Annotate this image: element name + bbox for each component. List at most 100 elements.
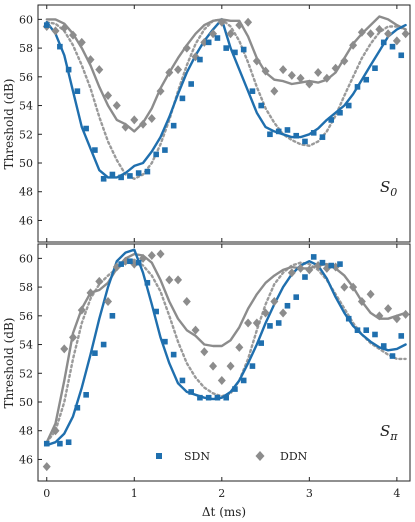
ddn-point bbox=[384, 29, 393, 39]
ddn-point bbox=[139, 119, 148, 129]
y-tick-label: 52 bbox=[19, 128, 33, 141]
sdn-point bbox=[43, 22, 50, 28]
ddn-point bbox=[104, 90, 113, 100]
ddn-point bbox=[270, 86, 279, 96]
sdn-fit-line bbox=[45, 248, 407, 447]
y-tick-label: 52 bbox=[19, 367, 33, 380]
y-tick-label: 60 bbox=[19, 252, 33, 265]
ddn-point bbox=[305, 265, 314, 275]
ddn-point bbox=[340, 56, 349, 66]
ddn-point bbox=[112, 101, 121, 111]
legend-ddn-marker bbox=[255, 451, 265, 461]
sdn-point bbox=[249, 363, 256, 369]
sdn-point bbox=[223, 45, 229, 51]
ddn-point bbox=[322, 73, 331, 83]
ddn-point bbox=[244, 17, 253, 27]
sdn-point bbox=[319, 134, 326, 140]
sdn-point bbox=[118, 174, 124, 181]
panel-annotation: Sπ bbox=[380, 422, 398, 443]
sdn-point bbox=[302, 138, 308, 145]
sdn-point bbox=[144, 279, 151, 286]
sdn-point bbox=[293, 132, 300, 139]
sdn-point bbox=[337, 261, 343, 267]
sdn-point bbox=[144, 168, 151, 175]
ddn-point bbox=[401, 309, 410, 319]
sdn-point bbox=[153, 151, 159, 158]
ddn-point bbox=[95, 65, 104, 75]
ddn-point bbox=[349, 282, 358, 292]
sdn-point bbox=[170, 351, 177, 358]
sdn-point bbox=[57, 440, 63, 447]
ddn-point bbox=[296, 73, 305, 83]
y-tick-label: 58 bbox=[19, 42, 33, 55]
sdn-point bbox=[162, 147, 168, 153]
sdn-point bbox=[267, 131, 273, 138]
ddn-point bbox=[349, 40, 358, 50]
ddn-point bbox=[366, 29, 375, 39]
y-tick-label: 46 bbox=[19, 214, 33, 227]
sdn-point bbox=[74, 88, 81, 94]
sdn-point bbox=[127, 173, 133, 179]
sdn-point bbox=[188, 81, 194, 87]
sdn-point bbox=[57, 43, 63, 50]
sdn-point bbox=[372, 331, 378, 338]
sdn-point bbox=[389, 43, 396, 50]
ddn-point bbox=[235, 342, 244, 352]
sdn-point bbox=[354, 327, 361, 333]
ddn-fit-line bbox=[45, 15, 407, 133]
ddn-point bbox=[51, 26, 60, 36]
ddn-point bbox=[217, 375, 226, 385]
sdn-point bbox=[232, 49, 238, 56]
ddn-point bbox=[235, 20, 244, 30]
panel-s0: 46 48 50 52 54 56 58 60 S0 bbox=[19, 4, 411, 243]
x-tick-label: 3 bbox=[306, 487, 313, 500]
sdn-point bbox=[380, 39, 387, 46]
ddn-point bbox=[77, 305, 86, 315]
ddn-point bbox=[156, 249, 165, 259]
legend: SDN DDN bbox=[156, 450, 308, 463]
sdn-point bbox=[319, 259, 326, 266]
sdn-point bbox=[135, 170, 142, 176]
sdn-point bbox=[337, 109, 343, 116]
plot-frame bbox=[37, 4, 411, 243]
sdn-point bbox=[223, 394, 229, 401]
sdn-point bbox=[363, 327, 370, 333]
ddn-point bbox=[357, 296, 366, 306]
sdn-point bbox=[214, 35, 221, 41]
sdn-point bbox=[398, 52, 405, 59]
sdn-point bbox=[267, 323, 273, 329]
ddn-point bbox=[252, 318, 261, 328]
ddn-point bbox=[401, 29, 410, 39]
sdn-point bbox=[43, 440, 50, 447]
ddn-point bbox=[165, 275, 174, 285]
ddn-point bbox=[174, 65, 183, 75]
sdn-point bbox=[205, 39, 212, 46]
ddn-point bbox=[60, 23, 69, 33]
ddn-point bbox=[130, 115, 139, 125]
sdn-point bbox=[65, 439, 72, 446]
model-dotted-line bbox=[45, 18, 407, 180]
sdn-point bbox=[153, 308, 159, 315]
sdn-point bbox=[345, 102, 352, 109]
sdn-point bbox=[118, 261, 124, 267]
ddn-fit-line bbox=[45, 252, 407, 444]
sdn-point bbox=[389, 353, 396, 359]
sdn-point bbox=[127, 258, 133, 265]
ddn-point bbox=[392, 314, 401, 324]
y-axis-label: Threshold (dB) bbox=[2, 79, 16, 170]
sdn-point bbox=[135, 259, 142, 266]
ddn-point bbox=[357, 27, 366, 37]
ddn-point bbox=[182, 296, 191, 306]
sdn-point bbox=[197, 56, 203, 63]
sdn-point bbox=[345, 315, 352, 322]
ddn-point bbox=[77, 37, 86, 47]
sdn-point bbox=[162, 338, 168, 345]
y-tick-label: 48 bbox=[19, 425, 33, 438]
ddn-point bbox=[95, 276, 104, 286]
x-tick-label: 1 bbox=[131, 487, 138, 500]
y-tick-label: 58 bbox=[19, 281, 33, 294]
y-tick-label: 56 bbox=[19, 71, 33, 84]
sdn-point bbox=[65, 66, 72, 73]
x-tick-label: 2 bbox=[218, 487, 225, 500]
ddn-point bbox=[69, 332, 78, 342]
